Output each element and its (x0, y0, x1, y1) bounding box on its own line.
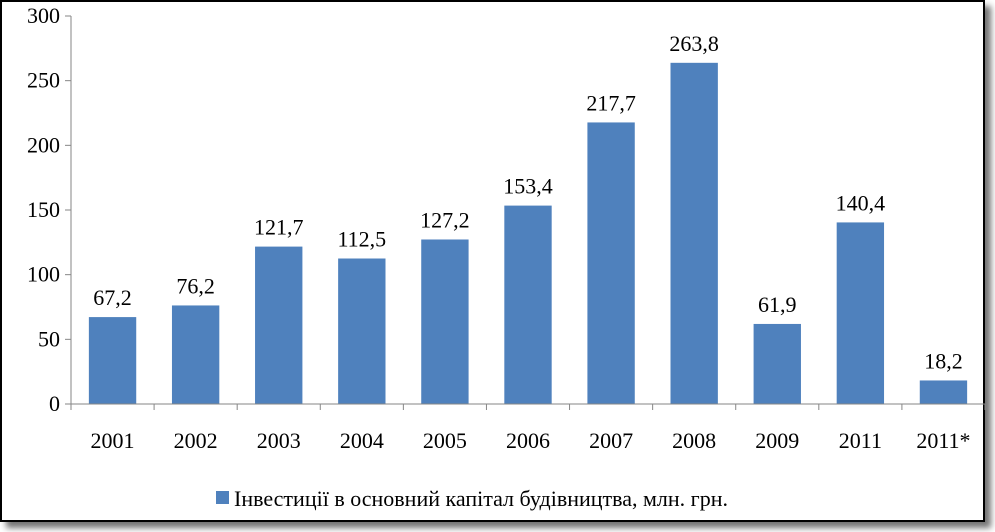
x-tick-label: 2001 (91, 428, 135, 453)
data-label: 153,4 (503, 174, 553, 199)
x-tick-label: 2006 (506, 428, 550, 453)
x-tick-label: 2003 (257, 428, 301, 453)
x-tick-label: 2002 (174, 428, 218, 453)
bar (255, 246, 303, 404)
bar (421, 239, 469, 404)
bar (919, 380, 968, 404)
bar (836, 222, 885, 404)
data-label: 217,7 (586, 90, 636, 115)
data-label: 61,9 (758, 292, 797, 317)
x-axis: 2001 2002 2003 2004 2005 2006 2007 2008 2009 2011… (70, 403, 986, 453)
data-label: 127,2 (420, 207, 470, 232)
bar (338, 258, 386, 404)
data-label: 67,2 (93, 285, 132, 310)
data-labels: 67,2 76,2 121,7 112,5 127,2 153,4 217,7 263,8 61… (93, 31, 962, 374)
bar (670, 62, 718, 405)
bar (587, 122, 635, 404)
x-tick-label: 2009 (755, 428, 799, 453)
bar (88, 317, 137, 404)
y-tick-label: 250 (27, 68, 60, 93)
x-tick-label: 2011 (839, 428, 882, 453)
bar (504, 205, 552, 404)
x-tick-label: 2007 (589, 428, 633, 453)
y-tick-label: 50 (38, 326, 60, 351)
legend-label: Інвестиції в основний капітал будівництв… (234, 486, 728, 511)
data-label: 263,8 (669, 31, 719, 56)
chart-frame (0, 0, 985, 522)
data-label: 76,2 (176, 273, 215, 298)
bars (88, 62, 968, 405)
bar (171, 305, 220, 404)
x-tick-label: 2008 (672, 428, 716, 453)
x-tick-label: 2005 (423, 428, 467, 453)
data-label: 112,5 (337, 227, 386, 252)
x-tick-label: 2011* (916, 428, 970, 453)
y-tick-label: 150 (27, 197, 60, 222)
y-tick-label: 0 (49, 391, 60, 416)
y-tick-label: 300 (27, 3, 60, 28)
y-axis: 0 50 100 150 200 250 300 (27, 3, 72, 416)
bar (753, 323, 801, 404)
data-label: 121,7 (254, 215, 304, 240)
data-label: 140,4 (836, 190, 886, 215)
legend-swatch (216, 491, 229, 504)
legend: Інвестиції в основний капітал будівництв… (216, 486, 728, 511)
data-label: 18,2 (924, 348, 963, 373)
y-tick-label: 200 (27, 132, 60, 157)
y-tick-label: 100 (27, 262, 60, 287)
x-tick-label: 2004 (340, 428, 384, 453)
